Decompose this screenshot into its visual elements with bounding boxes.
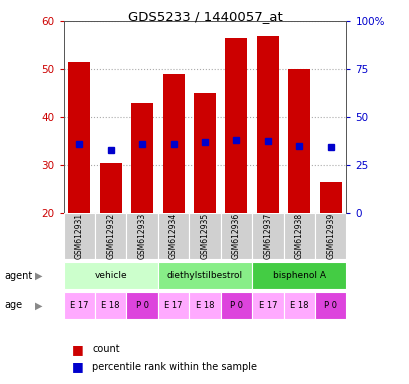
Bar [126,213,157,259]
Bar [63,262,157,290]
Text: E 17: E 17 [258,301,276,310]
Bar [131,103,153,213]
Text: percentile rank within the sample: percentile rank within the sample [92,362,256,372]
Bar [126,291,157,319]
Bar [193,93,216,213]
Bar [225,38,247,213]
Text: E 17: E 17 [164,301,182,310]
Text: GSM612935: GSM612935 [200,213,209,259]
Bar [157,213,189,259]
Text: diethylstilbestrol: diethylstilbestrol [166,271,243,280]
Text: P 0: P 0 [229,301,243,310]
Text: E 18: E 18 [101,301,120,310]
Text: E 18: E 18 [195,301,214,310]
Bar [283,291,314,319]
Text: E 17: E 17 [70,301,88,310]
Text: ■: ■ [72,360,83,373]
Bar [157,262,252,290]
Bar [95,291,126,319]
Text: GSM612934: GSM612934 [169,213,178,259]
Bar [252,213,283,259]
Bar [314,213,346,259]
Bar [256,36,278,213]
Bar [63,291,95,319]
Bar [95,213,126,259]
Bar [189,213,220,259]
Text: P 0: P 0 [135,301,148,310]
Text: GSM612937: GSM612937 [263,213,272,259]
Text: GDS5233 / 1440057_at: GDS5233 / 1440057_at [127,10,282,23]
Text: GSM612936: GSM612936 [231,213,240,259]
Bar [252,291,283,319]
Bar [63,213,95,259]
Bar [220,291,252,319]
Bar [68,62,90,213]
Bar [157,291,189,319]
Text: vehicle: vehicle [94,271,127,280]
Text: GSM612933: GSM612933 [137,213,146,259]
Text: GSM612931: GSM612931 [74,213,83,259]
Text: ▶: ▶ [35,300,42,310]
Text: P 0: P 0 [324,301,337,310]
Text: ■: ■ [72,343,83,356]
Text: age: age [4,300,22,310]
Bar [220,213,252,259]
Text: count: count [92,344,119,354]
Text: bisphenol A: bisphenol A [272,271,325,280]
Bar [319,182,341,213]
Text: ▶: ▶ [35,270,42,281]
Bar [288,69,310,213]
Bar [283,213,314,259]
Bar [189,291,220,319]
Text: GSM612932: GSM612932 [106,213,115,259]
Text: E 18: E 18 [289,301,308,310]
Text: GSM612938: GSM612938 [294,213,303,259]
Bar [314,291,346,319]
Bar [99,163,121,213]
Text: agent: agent [4,270,32,281]
Bar [252,262,346,290]
Text: GSM612939: GSM612939 [326,213,335,259]
Bar [162,74,184,213]
